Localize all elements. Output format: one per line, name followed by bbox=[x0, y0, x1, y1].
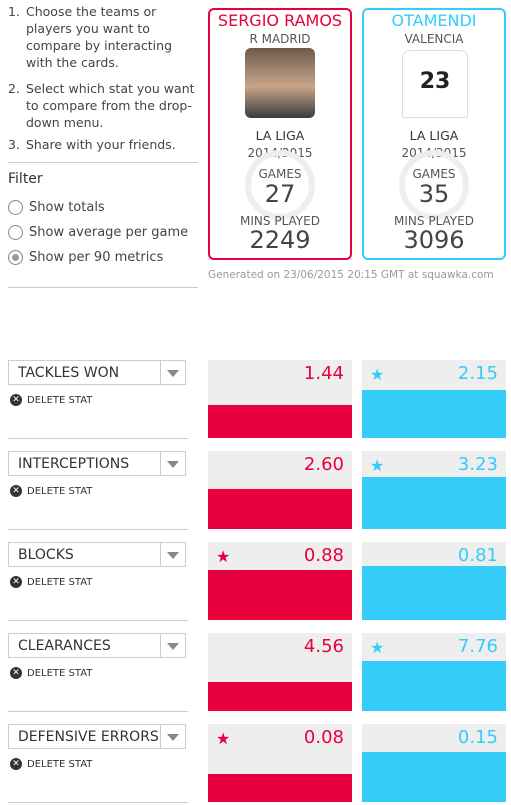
stat-bar bbox=[208, 774, 352, 802]
team: R MADRID bbox=[249, 32, 311, 46]
divider bbox=[8, 162, 198, 163]
delete-stat[interactable]: ✕ DELETE STAT bbox=[10, 758, 92, 770]
stat-bar bbox=[208, 489, 352, 529]
separator bbox=[8, 620, 188, 621]
option-label: Show average per game bbox=[29, 225, 189, 240]
delete-label: DELETE STAT bbox=[27, 667, 93, 679]
stat-value: 0.88 bbox=[303, 545, 344, 566]
star: ★ bbox=[216, 547, 231, 566]
instruction: 2. Select which stat you want to compare … bbox=[8, 80, 198, 131]
shirt: 23 bbox=[402, 50, 468, 118]
star: ★ bbox=[370, 638, 385, 657]
stat-value: 2.15 bbox=[457, 363, 498, 384]
mins: 2249 bbox=[249, 226, 311, 254]
stat-dropdown[interactable]: CLEARANCES bbox=[8, 633, 186, 658]
option-label: Show totals bbox=[29, 200, 105, 215]
stat-value: 3.23 bbox=[457, 454, 498, 475]
player-name: OTAMENDI bbox=[391, 11, 477, 30]
star: ★ bbox=[216, 729, 231, 748]
stat-name: BLOCKS bbox=[18, 547, 74, 563]
stat-name: DEFENSIVE ERRORS bbox=[18, 729, 159, 745]
stat-bar bbox=[362, 661, 506, 711]
delete-label: DELETE STAT bbox=[27, 394, 93, 406]
stat-dropdown[interactable]: BLOCKS bbox=[8, 542, 186, 567]
instruction-text: Choose the teams or players you want to … bbox=[26, 4, 173, 70]
instruction-text: Share with your friends. bbox=[26, 137, 176, 152]
dropdown-arrow[interactable] bbox=[160, 361, 185, 384]
stat-value: 1.44 bbox=[303, 363, 344, 384]
stat-value: 0.81 bbox=[457, 545, 498, 566]
games: 35 bbox=[418, 180, 450, 208]
stat-dropdown[interactable]: DEFENSIVE ERRORS bbox=[8, 724, 186, 749]
star: ★ bbox=[370, 365, 385, 384]
delete-label: DELETE STAT bbox=[27, 485, 93, 497]
delete-stat[interactable]: ✕ DELETE STAT bbox=[10, 394, 92, 406]
games: 27 bbox=[264, 180, 296, 208]
league: LA LIGA bbox=[409, 128, 459, 143]
instruction: 1. Choose the teams or players you want t… bbox=[8, 3, 198, 71]
team: VALENCIA bbox=[404, 32, 464, 46]
delete-stat[interactable]: ✕ DELETE STAT bbox=[10, 485, 92, 497]
games-label: GAMES bbox=[412, 167, 456, 181]
player-name: SERGIO RAMOS bbox=[217, 11, 343, 30]
instruction-text: Select which stat you want to compare fr… bbox=[26, 81, 195, 130]
star: ★ bbox=[370, 456, 385, 475]
separator bbox=[8, 711, 188, 712]
separator bbox=[8, 529, 188, 530]
separator bbox=[8, 438, 188, 439]
stat-dropdown[interactable]: INTERCEPTIONS bbox=[8, 451, 186, 476]
divider bbox=[8, 287, 198, 288]
stat-name: CLEARANCES bbox=[18, 638, 111, 654]
ring bbox=[399, 150, 469, 220]
mins-label: MINS PLAYED bbox=[240, 214, 320, 228]
player-photo bbox=[245, 48, 315, 118]
league: LA LIGA bbox=[255, 128, 305, 143]
stat-bar bbox=[208, 570, 352, 620]
games-label: GAMES bbox=[258, 167, 302, 181]
stat-value: 2.60 bbox=[303, 454, 344, 475]
option-label: Show per 90 metrics bbox=[29, 250, 164, 265]
ring bbox=[245, 150, 315, 220]
mins-label: MINS PLAYED bbox=[394, 214, 474, 228]
delete-label: DELETE STAT bbox=[27, 758, 93, 770]
dropdown-arrow[interactable] bbox=[160, 543, 185, 566]
filter-option[interactable]: Show average per game bbox=[8, 225, 188, 240]
separator bbox=[8, 802, 188, 803]
stat-value: 7.76 bbox=[457, 636, 498, 657]
stat-bar bbox=[362, 566, 506, 620]
stat-value: 4.56 bbox=[303, 636, 344, 657]
stat-value: 0.15 bbox=[457, 727, 498, 748]
stat-name: INTERCEPTIONS bbox=[18, 456, 130, 472]
shirt-number: 23 bbox=[419, 69, 451, 94]
mins: 3096 bbox=[403, 226, 465, 254]
dropdown-arrow[interactable] bbox=[160, 634, 185, 657]
dropdown-arrow[interactable] bbox=[160, 725, 185, 748]
filter-option[interactable]: Show totals bbox=[8, 200, 105, 215]
stat-bar bbox=[362, 477, 506, 529]
stat-bar bbox=[208, 682, 352, 711]
instruction: 3. Share with your friends. bbox=[8, 137, 176, 152]
dropdown-arrow[interactable] bbox=[160, 452, 185, 475]
stat-value: 0.08 bbox=[303, 727, 344, 748]
player-card[interactable]: OTAMENDI VALENCIA 23 LA LIGA 2014/2015 GAMES 3… bbox=[362, 8, 506, 260]
delete-stat[interactable]: ✕ DELETE STAT bbox=[10, 576, 92, 588]
stat-dropdown[interactable]: TACKLES WON bbox=[8, 360, 186, 385]
delete-label: DELETE STAT bbox=[27, 576, 93, 588]
filter-title: Filter bbox=[8, 171, 43, 187]
generated: Generated on 23/06/2015 20:15 GMT at squ… bbox=[208, 269, 494, 281]
stat-name: TACKLES WON bbox=[18, 365, 120, 381]
stat-bar bbox=[362, 752, 506, 802]
stat-bar bbox=[208, 405, 352, 438]
delete-stat[interactable]: ✕ DELETE STAT bbox=[10, 667, 92, 679]
filter-option[interactable]: Show per 90 metrics bbox=[8, 250, 163, 265]
stat-bar bbox=[362, 390, 506, 438]
player-card[interactable]: SERGIO RAMOS R MADRID LA LIGA 2014/2015 GAME… bbox=[208, 8, 352, 260]
